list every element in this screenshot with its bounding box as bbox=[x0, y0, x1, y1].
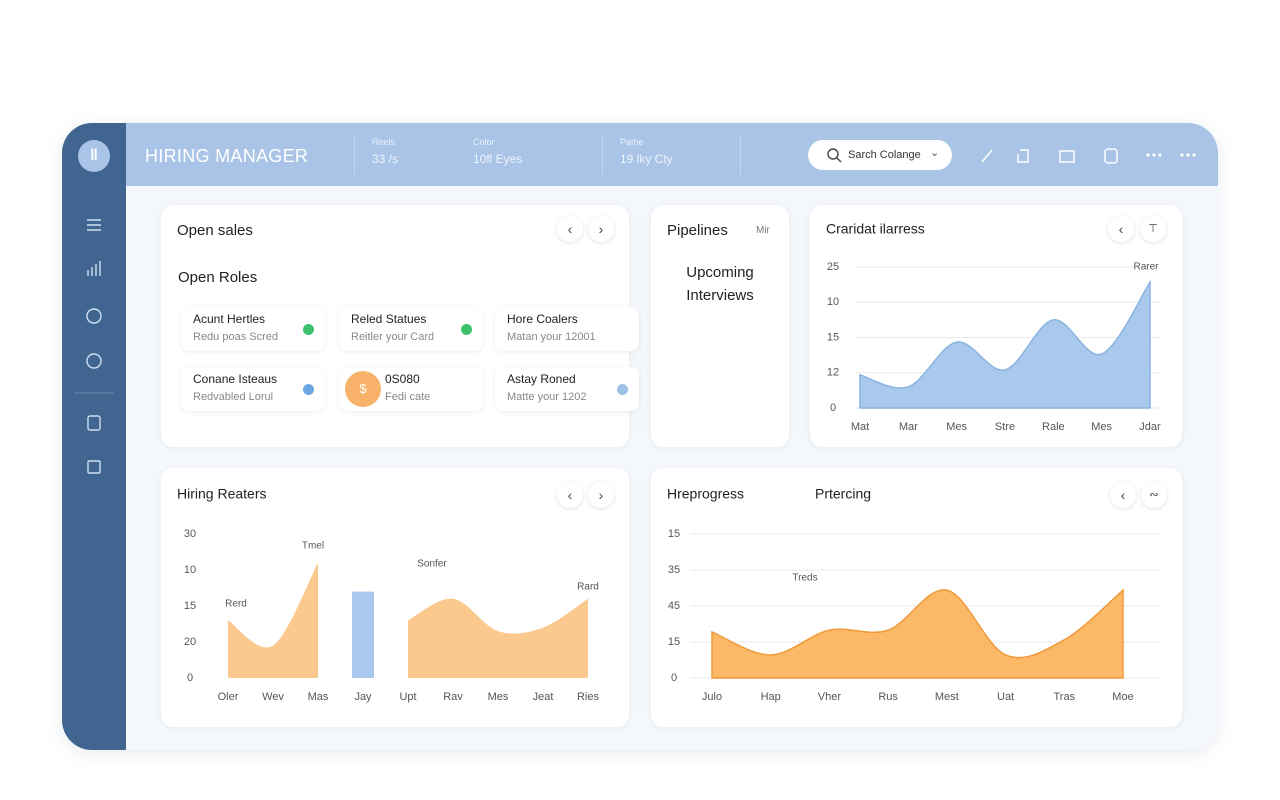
icon-clock[interactable] bbox=[86, 308, 102, 324]
tile-text: Redu poas Scred bbox=[193, 331, 278, 343]
prev-button[interactable]: ‹ bbox=[1110, 482, 1136, 508]
stat-value: 33 /s bbox=[372, 152, 399, 166]
tile-title: Astay Roned bbox=[507, 372, 576, 386]
chart-card: ‹ › bbox=[161, 468, 629, 727]
next-button[interactable]: › bbox=[588, 216, 614, 242]
icon-edit[interactable] bbox=[981, 149, 993, 163]
tile-title: Hore Coalers bbox=[507, 312, 578, 326]
icon-list[interactable] bbox=[87, 219, 101, 231]
card-tag: Mir bbox=[756, 225, 770, 236]
stat-label: Pathe bbox=[620, 137, 644, 147]
pipelines-card: Pipelines Mir Upcoming Interviews bbox=[651, 205, 789, 447]
tile-title: Acunt Hertles bbox=[193, 312, 266, 326]
icon-doc[interactable] bbox=[87, 415, 101, 431]
chart-card: ‹ ⊤ bbox=[810, 205, 1182, 447]
icon-globe[interactable] bbox=[86, 353, 102, 369]
tile-text: Fedi cate bbox=[385, 391, 431, 403]
icon-file[interactable] bbox=[1104, 148, 1118, 164]
more-button[interactable]: ⊤ bbox=[1140, 216, 1166, 242]
role-tile: Reled Statues Reitler your Card bbox=[339, 307, 483, 351]
tile-text: Matan your 12001 bbox=[507, 331, 596, 343]
icon-bars[interactable] bbox=[87, 261, 101, 276]
icon-refresh[interactable] bbox=[1017, 149, 1029, 163]
search-text: Sarch Colange bbox=[848, 149, 921, 161]
stat-value: 10fl Eyes bbox=[473, 152, 523, 166]
app-title: HIRING MANAGER bbox=[145, 146, 309, 166]
stat-label: Reels bbox=[372, 137, 396, 147]
header: HIRING MANAGER Reels 33 /s Color 10fl Ey… bbox=[126, 123, 1218, 186]
open-sales-card: Open sales ‹ › Open Roles Acunt Hertles R… bbox=[161, 205, 639, 447]
tile-title: Conane Isteaus bbox=[193, 372, 278, 386]
prev-button[interactable]: ‹ bbox=[1108, 216, 1134, 242]
status-icon bbox=[303, 324, 314, 335]
stat-value: 19 lky Cty bbox=[620, 152, 673, 166]
status-icon bbox=[461, 324, 472, 335]
prev-button[interactable]: ‹ bbox=[557, 216, 583, 242]
prev-button[interactable]: ‹ bbox=[557, 482, 583, 508]
card-text: Upcoming Interviews bbox=[686, 264, 754, 304]
more-button[interactable]: ∾ bbox=[1141, 482, 1167, 508]
tile-title: Reled Statues bbox=[351, 312, 427, 326]
tile-text: Redvabled Lorul bbox=[193, 391, 274, 403]
dashboard: ‖ HIRING MANAGER Reels 33 /s Color 10fl … bbox=[62, 123, 1218, 750]
tile-text: Matte your 1202 bbox=[507, 391, 587, 403]
chart-card: ‹ ∾ bbox=[651, 468, 1182, 727]
icon-box[interactable] bbox=[87, 460, 101, 474]
card-title: Open sales bbox=[177, 222, 253, 239]
header-icons bbox=[981, 148, 1196, 164]
search-box[interactable]: Sarch Colange ⌄ bbox=[808, 140, 952, 170]
tile-text: Reitler your Card bbox=[351, 331, 435, 343]
role-tile: Acunt Hertles Redu poas Scred bbox=[181, 307, 325, 351]
logo[interactable]: ‖ bbox=[78, 140, 110, 172]
role-tile: Conane Isteaus Redvabled Lorul bbox=[181, 367, 325, 411]
role-tile: Astay Roned Matte your 1202 bbox=[495, 367, 639, 411]
icon-store[interactable] bbox=[1059, 150, 1075, 163]
stat-label: Color bbox=[473, 137, 495, 147]
status-icon bbox=[617, 384, 628, 395]
sidebar: ‖ bbox=[62, 123, 126, 750]
tile-title: 0S080 bbox=[385, 372, 420, 386]
section-title: Open Roles bbox=[178, 269, 258, 286]
badge: $ bbox=[345, 371, 381, 407]
status-icon bbox=[303, 384, 314, 395]
card-title: Pipelines bbox=[667, 222, 728, 239]
role-tile: Hore Coalers Matan your 12001 bbox=[495, 307, 639, 351]
sidebar-icons bbox=[74, 219, 114, 474]
next-button[interactable]: › bbox=[588, 482, 614, 508]
role-tile: $0S080 Fedi cate bbox=[339, 367, 483, 411]
